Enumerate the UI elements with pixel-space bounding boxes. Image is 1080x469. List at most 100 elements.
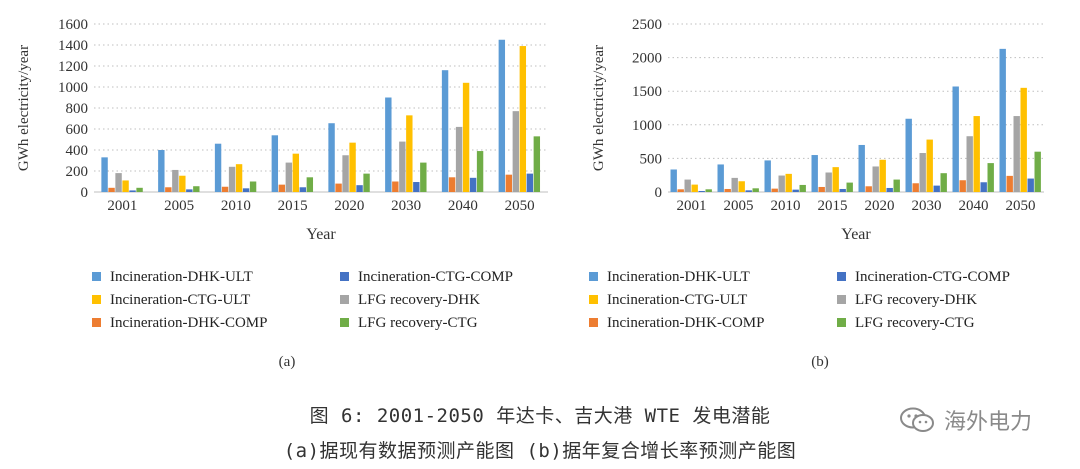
bar-lfg-recovery-ctg-2001	[136, 187, 143, 192]
y-tick-label: 2000	[632, 51, 662, 67]
bar-lfg-recovery-dhk-2030	[399, 141, 406, 192]
bar-incineration-ctg-comp-2001	[129, 190, 136, 192]
bar-lfg-recovery-ctg-2015	[846, 182, 853, 192]
bar-incineration-ctg-ult-2001	[691, 184, 698, 192]
wechat-bubble-icon	[900, 407, 934, 432]
bar-incineration-dhk-comp-2020	[335, 183, 342, 192]
bar-lfg-recovery-dhk-2015	[825, 172, 832, 192]
bar-lfg-recovery-dhk-2010	[228, 166, 236, 192]
bar-lfg-recovery-ctg-2030	[940, 173, 947, 192]
y-tick-label: 1600	[58, 17, 88, 33]
watermark-text: 海外电力	[944, 410, 1033, 435]
x-tick-label: 2040	[959, 198, 989, 214]
bar-incineration-dhk-ult-2040	[952, 86, 959, 192]
legend-label: Incineration-DHK-ULT	[110, 269, 253, 285]
legend-label: Incineration-CTG-COMP	[358, 269, 513, 285]
y-tick-label: 0	[81, 185, 89, 201]
bar-incineration-dhk-ult-2020	[328, 123, 335, 192]
bar-incineration-ctg-ult-2050	[519, 46, 527, 192]
x-tick-label: 2020	[334, 198, 364, 214]
legend-label: Incineration-DHK-COMP	[110, 315, 267, 331]
legend-label: LFG recovery-CTG	[358, 315, 478, 331]
y-tick-label: 1500	[632, 84, 662, 100]
bar-incineration-dhk-comp-2005	[165, 187, 172, 192]
bar-incineration-dhk-comp-2050	[505, 174, 513, 192]
legend-label: Incineration-CTG-ULT	[607, 292, 747, 308]
bar-incineration-ctg-comp-2015	[839, 188, 846, 192]
bar-incineration-dhk-comp-2040	[959, 180, 966, 192]
bar-incineration-dhk-ult-2050	[999, 48, 1006, 192]
bar-lfg-recovery-dhk-2005	[731, 177, 738, 192]
bar-incineration-dhk-comp-2030	[392, 181, 399, 192]
legend-swatch	[340, 295, 349, 304]
x-tick-label: 2040	[448, 198, 478, 214]
bar-lfg-recovery-ctg-2005	[193, 186, 200, 192]
bar-incineration-ctg-ult-2020	[349, 142, 356, 192]
bar-lfg-recovery-dhk-2001	[115, 173, 122, 192]
legend-swatch	[837, 272, 846, 281]
bar-incineration-ctg-comp-2030	[413, 182, 420, 192]
bar-incineration-dhk-ult-2010	[764, 160, 771, 192]
bar-lfg-recovery-ctg-2050	[533, 136, 541, 192]
bar-incineration-dhk-ult-2030	[905, 118, 912, 192]
legend-label: LFG recovery-DHK	[855, 292, 977, 308]
bar-incineration-dhk-ult-2001	[101, 157, 108, 192]
legend-swatch	[92, 272, 101, 281]
bar-incineration-ctg-ult-2015	[832, 167, 839, 192]
legend-label: Incineration-CTG-COMP	[855, 269, 1010, 285]
panel-label: (b)	[811, 354, 829, 370]
bar-incineration-ctg-ult-2010	[235, 164, 243, 192]
bar-incineration-ctg-comp-2010	[792, 189, 799, 192]
chart-panel-b: 0 500 1000 1500 2000 2500 GWh electricity/year…	[589, 17, 1044, 370]
bar-incineration-dhk-ult-2040	[441, 70, 449, 192]
bar-lfg-recovery-dhk-2020	[872, 166, 879, 192]
x-tick-label: 2010	[771, 198, 801, 214]
bar-lfg-recovery-dhk-2015	[285, 162, 293, 192]
x-tick-label: 2020	[865, 198, 895, 214]
bar-lfg-recovery-dhk-2010	[778, 175, 785, 192]
y-tick-label: 400	[66, 143, 89, 159]
bar-lfg-recovery-ctg-2005	[752, 188, 759, 192]
y-tick-label: 1000	[632, 118, 662, 134]
x-tick-label: 2001	[677, 198, 707, 214]
legend-swatch	[340, 318, 349, 327]
bar-incineration-ctg-comp-2015	[299, 187, 307, 192]
bar-incineration-dhk-comp-2015	[278, 184, 286, 192]
bar-incineration-ctg-ult-2005	[738, 181, 745, 192]
bar-incineration-dhk-comp-2030	[912, 183, 919, 192]
bar-incineration-dhk-comp-2005	[724, 188, 731, 192]
x-tick-label: 2030	[912, 198, 942, 214]
bar-incineration-ctg-comp-2010	[242, 188, 250, 192]
figure-caption-line-1: 图 6: 2001-2050 年达卡、吉大港 WTE 发电潜能	[309, 405, 771, 427]
bar-incineration-ctg-ult-2010	[785, 173, 792, 192]
bar-lfg-recovery-ctg-2020	[893, 179, 900, 192]
bar-incineration-dhk-comp-2015	[818, 186, 825, 192]
y-tick-label: 200	[66, 164, 89, 180]
bar-incineration-dhk-ult-2030	[385, 97, 392, 192]
legend-label: LFG recovery-CTG	[855, 315, 975, 331]
bar-incineration-dhk-ult-2005	[158, 150, 165, 192]
y-tick-label: 1200	[58, 59, 88, 75]
bar-incineration-ctg-comp-2020	[886, 187, 893, 192]
bar-lfg-recovery-ctg-2050	[1034, 151, 1041, 192]
legend-swatch	[589, 272, 598, 281]
x-tick-label: 2050	[505, 198, 535, 214]
x-tick-label: 2010	[221, 198, 251, 214]
watermark: 海外电力	[898, 404, 1032, 436]
bar-incineration-ctg-comp-2040	[980, 182, 987, 192]
bar-incineration-dhk-ult-2020	[858, 144, 865, 192]
bar-incineration-ctg-comp-2050	[1027, 178, 1034, 192]
bar-incineration-dhk-comp-2001	[108, 187, 115, 192]
bar-incineration-ctg-ult-2040	[462, 82, 470, 192]
bar-lfg-recovery-ctg-2040	[476, 151, 484, 192]
bar-incineration-dhk-comp-2001	[677, 189, 684, 192]
x-axis-title: Year	[841, 226, 871, 243]
bar-incineration-ctg-comp-2040	[469, 177, 477, 192]
y-tick-label: 500	[640, 151, 663, 167]
x-tick-label: 2001	[107, 198, 137, 214]
y-tick-label: 1400	[58, 38, 88, 54]
bar-lfg-recovery-ctg-2030	[420, 162, 427, 192]
figure-caption-line-2: (a)据现有数据预测产能图 (b)据年复合增长率预测产能图	[283, 440, 797, 462]
bar-incineration-dhk-comp-2020	[865, 186, 872, 192]
bar-lfg-recovery-dhk-2020	[342, 155, 349, 192]
